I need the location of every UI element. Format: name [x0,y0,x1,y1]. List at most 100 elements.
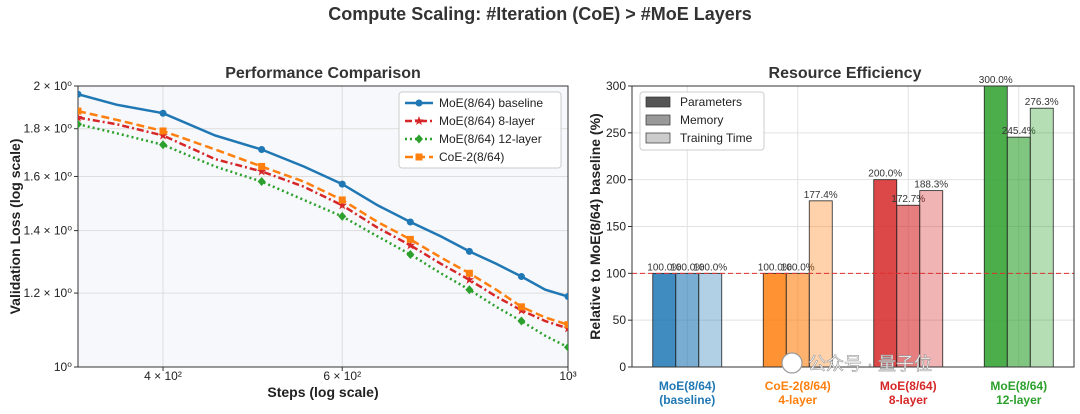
data-point [564,292,568,300]
bar-value-label: 100.0% [693,262,727,273]
series-3 [78,107,568,329]
data-point [159,127,167,135]
data-point [517,303,525,311]
data-point [564,321,568,329]
y-tick-label: 50 [613,313,627,327]
data-point [406,235,414,243]
y-tick-label: 250 [606,126,626,140]
bar [652,272,677,368]
data-point [338,180,346,188]
series-line [78,92,568,298]
bar-value-label: 200.0% [868,169,902,180]
y-tick-label: 300 [606,79,626,93]
legend-swatch [645,114,671,126]
bar-value-label: 100.0% [670,262,704,273]
bar [675,272,700,368]
data-point [337,200,347,210]
series-2 [78,119,568,352]
legend-label: MoE(8/64) baseline [439,96,543,110]
data-point [78,107,82,115]
category-label: 12-layer [996,393,1042,407]
legend-box [639,91,765,151]
y-tick-label: 1.4 × 10⁰ [23,224,72,238]
y-tick-label: 1.8 × 10⁰ [23,122,72,136]
category-label: MoE(8/64) [659,379,716,393]
y-tick-label: 1.2 × 10⁰ [23,286,72,300]
legend-box [398,91,562,169]
data-point [258,146,266,154]
data-point [405,240,416,250]
data-point [159,140,168,150]
watermark: 公众号 · 量子位 [808,354,932,374]
y-tick-label: 200 [606,173,626,187]
data-point [517,316,526,326]
data-point [256,166,267,176]
legend-marker [415,99,423,107]
category-label: MoE(8/64) [990,379,1047,393]
category-label: 8-layer [889,393,928,407]
bar-value-label: 100.0% [781,262,815,273]
data-point [78,112,83,122]
bar [808,200,833,368]
bar [873,179,898,368]
data-point [338,196,346,204]
data-point [564,342,568,352]
data-point [78,90,82,98]
bar-value-label: 172.7% [891,194,925,205]
y-tick-label: 100 [606,266,626,280]
plot-frame [77,85,569,368]
bar [1029,107,1054,368]
data-point [465,269,473,277]
bar-value-label: 100.0% [647,262,681,273]
bar-value-label: 177.4% [804,190,838,201]
bar-value-label: 245.4% [1002,126,1036,137]
watermark-icon [781,352,803,374]
y-tick-label: 2 × 10⁰ [33,79,72,93]
legend-label: CoE-2(8/64) [439,150,504,164]
legend-swatch [645,132,671,144]
x-tick-label: 4 × 10² [144,369,182,383]
figure-title: Compute Scaling: #Iteration (CoE) > #MoE… [328,4,752,24]
data-point [338,211,347,221]
category-label: 4-layer [778,393,817,407]
x-tick-label: 6 × 10² [323,369,361,383]
legend-marker [414,116,424,126]
legend-label: MoE(8/64) 8-layer [439,114,535,128]
series-line [78,116,568,330]
data-point [406,218,414,226]
legend-label: Training Time [680,131,753,145]
data-point [406,249,415,259]
data-point [78,119,82,129]
bar-value-label: 300.0% [979,75,1013,86]
y-axis-label: Relative to MoE(8/64) baseline (%) [587,113,603,339]
y-tick-label: 150 [606,220,626,234]
data-point [517,273,525,281]
bar-value-label: 276.3% [1025,97,1059,108]
bar [1006,136,1031,368]
chart-title: Resource Efficiency [769,65,922,82]
legend-label: MoE(8/64) 12-layer [439,132,542,146]
category-label: MoE(8/64) [880,379,937,393]
bar [919,190,944,368]
y-tick-label: 0 [619,360,626,374]
legend-marker [415,153,423,161]
bar [762,272,787,368]
data-point [158,130,168,140]
legend-label: Memory [680,113,723,127]
data-point [159,109,167,117]
legend-marker [415,134,423,144]
y-axis-label: Validation Loss (log scale) [7,139,23,315]
x-axis-label: Steps (log scale) [267,384,378,400]
data-point [464,274,475,284]
x-tick-label: 10³ [559,369,576,383]
series-0 [78,90,568,300]
y-tick-label: 1.6 × 10⁰ [23,169,72,183]
data-point [465,247,473,255]
data-point [465,285,474,295]
data-point [257,177,266,187]
series-line [78,122,568,349]
legend-swatch [645,96,671,108]
bar [698,272,723,368]
